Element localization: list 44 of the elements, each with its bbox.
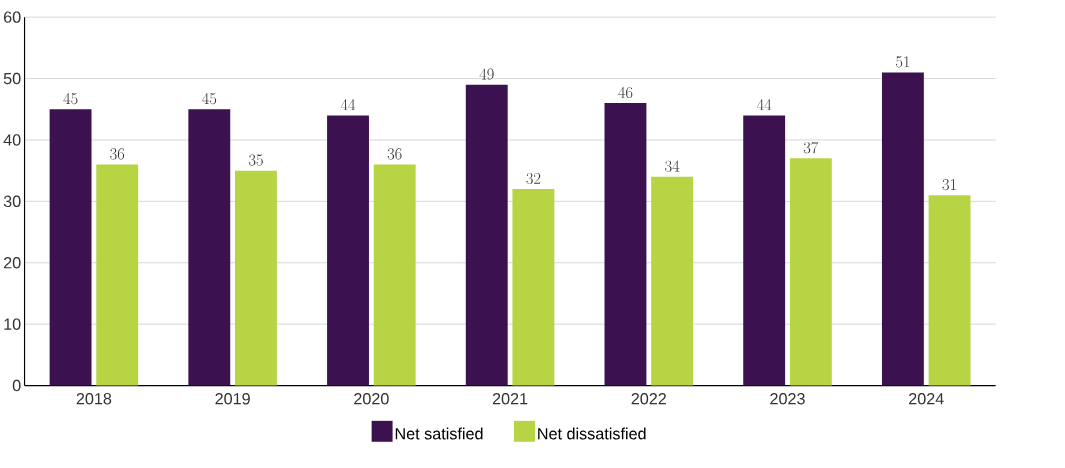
y-tick-label: 0 <box>12 379 21 392</box>
x-tick-label: 2018 <box>76 392 112 405</box>
x-tick-label: 2024 <box>909 392 944 405</box>
x-tick-label: 2019 <box>215 392 250 405</box>
bar <box>465 84 508 386</box>
x-tick-label: 2022 <box>631 392 666 405</box>
legend-label: Net dissatisfied <box>538 427 646 440</box>
x-tick-label: 2023 <box>770 392 805 405</box>
data-label: 36 <box>387 148 402 160</box>
data-label: 44 <box>756 98 772 110</box>
x-tick-label: 2021 <box>492 392 528 405</box>
bar <box>881 72 924 386</box>
x-tick-label: 2020 <box>354 392 389 405</box>
bar <box>743 115 786 386</box>
bar <box>235 170 277 386</box>
bar <box>188 109 231 386</box>
data-label: 46 <box>618 86 633 98</box>
data-label: 31 <box>942 178 956 191</box>
bar <box>512 188 555 386</box>
bar <box>49 109 92 386</box>
legend-label: Net satisfied <box>395 427 483 440</box>
bar <box>651 176 694 386</box>
bar <box>373 164 416 386</box>
data-label: 32 <box>526 172 541 184</box>
data-label: 45 <box>63 92 78 105</box>
y-tick-label: 50 <box>3 72 21 85</box>
bar <box>327 115 369 386</box>
data-label: 45 <box>202 92 217 105</box>
data-label: 34 <box>665 160 680 172</box>
y-tick-label: 40 <box>3 134 21 146</box>
data-label: 49 <box>479 68 494 80</box>
y-tick-label: 60 <box>4 11 21 23</box>
bar <box>789 158 832 386</box>
bar <box>604 102 647 386</box>
y-tick-label: 20 <box>4 256 21 269</box>
y-tick-label: 10 <box>4 318 21 330</box>
data-label: 35 <box>248 154 263 166</box>
bar <box>928 195 971 386</box>
data-label: 36 <box>110 148 125 160</box>
data-label: 44 <box>340 98 356 110</box>
y-tick-label: 30 <box>3 195 21 207</box>
data-label: 37 <box>803 141 819 154</box>
bar <box>96 164 139 386</box>
data-label: 51 <box>896 56 910 68</box>
